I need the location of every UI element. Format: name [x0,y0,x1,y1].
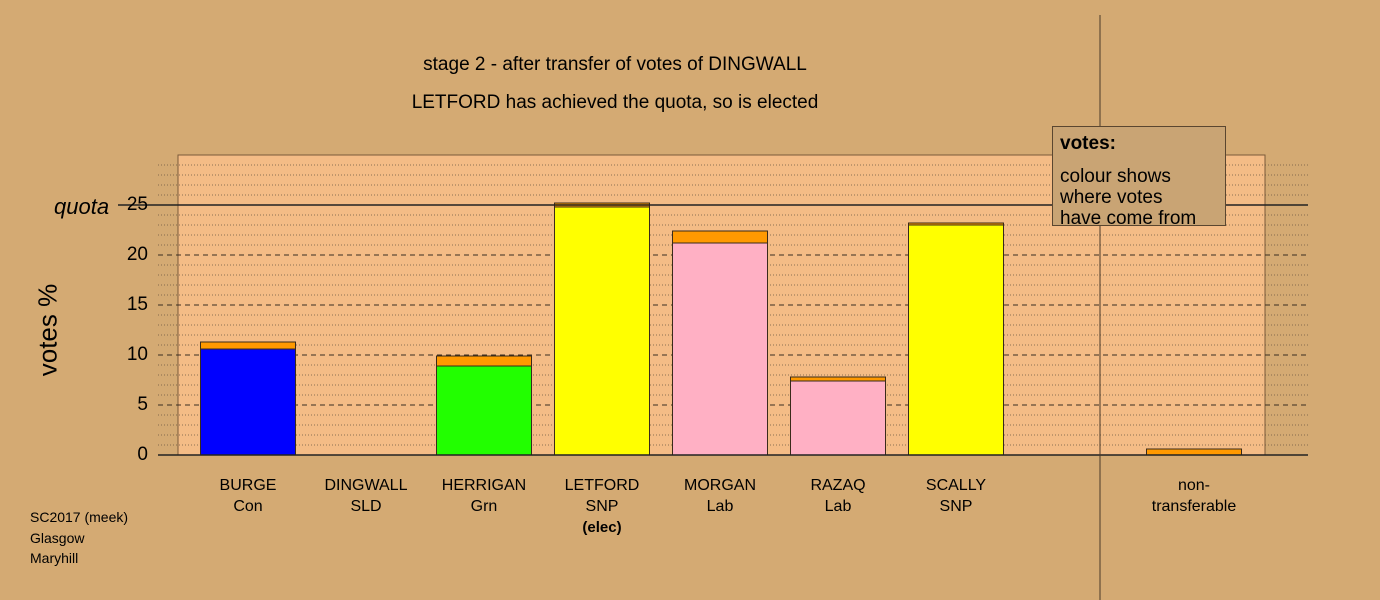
y-tick-label: 20 [126,244,148,265]
bar-razaq [790,380,886,456]
category-label-dingwall: DINGWALL SLD [324,477,408,515]
y-tick-label: 25 [126,194,148,215]
category-label-herrigan: HERRIGAN Grn [441,477,527,515]
bar-transfer-burge [200,341,296,350]
source-line-2: Glasgow [30,529,85,546]
chart-subtitle: LETFORD has achieved the quota, so is el… [411,92,819,113]
legend-line-1: colour shows [1060,166,1171,187]
category-label-morgan: MORGAN Lab [684,477,756,515]
category-label-razaq: RAZAQ Lab [810,477,866,515]
bar-transfer-scally [908,222,1004,226]
legend: votes: colour shows where votes have com… [1052,126,1226,229]
bar-herrigan [436,365,532,456]
bar-transfer-herrigan [436,355,532,367]
category-label-letford: LETFORD SNP (elec) [564,477,640,536]
source-line-1: SC2017 (meek) [30,509,129,525]
bar-nontransferable [1146,448,1242,456]
bar-burge [200,348,296,456]
category-label-nontransferable: non-transferable [1151,477,1237,515]
y-tick-label: 10 [126,344,148,365]
bar-letford [554,206,650,456]
source-line-3: Maryhill [30,550,79,566]
y-tick-label: 0 [137,444,148,465]
bar-scally [908,224,1004,456]
category-label-burge: BURGE Con [219,477,277,515]
legend-line-2: where votes [1060,187,1163,208]
category-label-scally: SCALLY SNP [925,477,987,515]
quota-label: quota [54,194,110,219]
source-note: SC2017 (meek) Glasgow Maryhill [30,507,128,569]
bar-transfer-morgan [672,230,768,244]
chart-title: stage 2 - after transfer of votes of DIN… [423,54,807,75]
legend-line-3: have come from [1060,208,1197,229]
y-tick-label: 5 [137,394,148,415]
bar-morgan [672,242,768,456]
y-axis-label: votes % [32,283,63,377]
legend-title: votes: [1060,133,1116,154]
bar-transfer-razaq [790,376,886,382]
y-tick-label: 15 [126,294,148,315]
